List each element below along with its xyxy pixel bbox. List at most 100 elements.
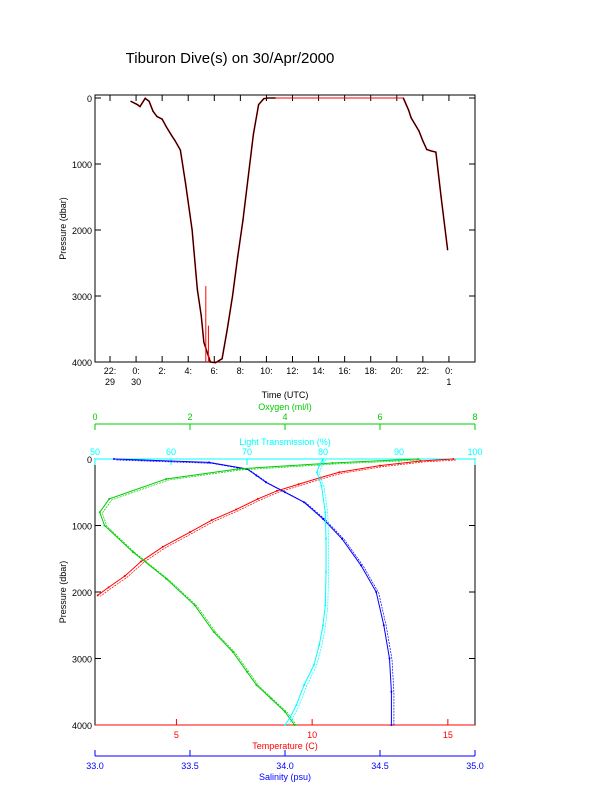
profile-point bbox=[231, 650, 234, 653]
profile-point bbox=[315, 471, 318, 474]
axis-title: Salinity (psu) bbox=[259, 772, 311, 782]
dive-point bbox=[161, 118, 163, 120]
axis-tick-label: 33.5 bbox=[181, 761, 199, 771]
dive-point bbox=[414, 123, 416, 125]
profile-point bbox=[123, 575, 126, 578]
profile-point bbox=[208, 461, 210, 464]
axis-tick-label: 6 bbox=[377, 412, 382, 422]
profile-point bbox=[318, 644, 321, 647]
y-axis-label: Pressure (dbar) bbox=[58, 197, 68, 260]
y-tick-label: 2000 bbox=[72, 226, 92, 236]
dive-point bbox=[152, 110, 154, 112]
axis-tick-label: 60 bbox=[166, 447, 176, 457]
profile-point bbox=[98, 511, 101, 514]
y-tick-label: 0 bbox=[87, 455, 92, 465]
dive-point bbox=[203, 341, 205, 343]
profile-point bbox=[246, 670, 248, 673]
axis-tick-label: 4 bbox=[282, 412, 287, 422]
x-tick-sublabel: 1 bbox=[446, 377, 451, 387]
y-tick-label: 1000 bbox=[72, 160, 92, 170]
profile-point bbox=[452, 458, 455, 460]
profile-point bbox=[284, 491, 286, 494]
profile-point bbox=[210, 519, 213, 522]
profile-point bbox=[390, 724, 393, 726]
profile-point bbox=[331, 461, 334, 464]
dive-point bbox=[410, 117, 412, 119]
dive-point bbox=[214, 362, 217, 364]
x-tick-label: 10: bbox=[260, 366, 273, 376]
dive-point bbox=[209, 361, 211, 363]
y-tick-label: 3000 bbox=[72, 655, 92, 665]
profile-line bbox=[97, 458, 454, 596]
x-tick-label: 20: bbox=[391, 366, 404, 376]
x-tick-label: 8: bbox=[237, 366, 245, 376]
profile-point bbox=[417, 458, 419, 460]
dive-point bbox=[191, 229, 193, 231]
chart-title: Tiburon Dive(s) on 30/Apr/2000 bbox=[125, 50, 335, 67]
dive-point bbox=[196, 288, 198, 290]
axis-tick-label: 8 bbox=[472, 412, 477, 422]
axis-tick-label: 34.5 bbox=[371, 761, 389, 771]
y-tick-label: 4000 bbox=[72, 721, 92, 731]
dive-point bbox=[430, 150, 432, 152]
x-tick-label: 18: bbox=[364, 366, 377, 376]
x-tick-label: 6: bbox=[211, 366, 219, 376]
y-tick-label: 2000 bbox=[72, 588, 92, 598]
axis-tick-label: 70 bbox=[242, 447, 252, 457]
profile-line-secondary bbox=[101, 459, 421, 727]
axis-title: Temperature (C) bbox=[252, 741, 318, 751]
y-tick-label: 3000 bbox=[72, 292, 92, 302]
x-tick-label: 4: bbox=[184, 366, 192, 376]
dive-point bbox=[221, 358, 223, 360]
profile-point bbox=[338, 471, 341, 474]
profile-point bbox=[165, 577, 168, 580]
profile-point bbox=[284, 724, 286, 726]
profile-point bbox=[96, 594, 99, 597]
profile-point bbox=[312, 664, 315, 667]
profile-line-secondary bbox=[100, 459, 456, 597]
dive-point bbox=[179, 149, 181, 151]
profile-point bbox=[390, 690, 393, 693]
dive-point bbox=[407, 109, 410, 111]
axis-tick-label: 0 bbox=[92, 412, 97, 422]
profile-point bbox=[140, 560, 143, 563]
axis-tick-label: 2 bbox=[187, 412, 192, 422]
dive-point bbox=[447, 249, 449, 251]
profile-point bbox=[375, 591, 378, 593]
profile-point bbox=[293, 724, 296, 726]
profile-point bbox=[295, 704, 298, 707]
axis-tick-label: 5 bbox=[174, 730, 179, 740]
profile-line bbox=[284, 458, 327, 726]
dive-point bbox=[426, 148, 428, 151]
axis-tick-label: 50 bbox=[90, 447, 100, 457]
profile-point bbox=[325, 537, 328, 540]
profile-point bbox=[275, 489, 278, 492]
x-tick-label: 2: bbox=[158, 366, 166, 376]
profile-point bbox=[322, 458, 324, 460]
dive-point bbox=[200, 315, 202, 317]
profile-point bbox=[255, 684, 258, 687]
axis-tick-label: 100 bbox=[467, 447, 482, 457]
dive-point bbox=[136, 104, 138, 106]
axis-tick-label: 80 bbox=[318, 447, 328, 457]
profile-point bbox=[324, 604, 327, 607]
profile-point bbox=[269, 697, 272, 700]
dive-point bbox=[174, 140, 176, 142]
profile-point bbox=[212, 630, 215, 633]
dive-point bbox=[252, 133, 254, 135]
plot-frame bbox=[94, 458, 476, 726]
profile-point bbox=[265, 481, 267, 484]
x-tick-label: 22: bbox=[417, 366, 430, 376]
x-tick-label: 0: bbox=[132, 366, 140, 376]
profile-point bbox=[322, 624, 324, 627]
dive-point bbox=[148, 100, 150, 102]
profile-point bbox=[382, 624, 385, 627]
dive-point bbox=[242, 219, 244, 221]
axis-tick-label: 90 bbox=[394, 447, 404, 457]
dive-point bbox=[440, 196, 442, 198]
profile-point bbox=[303, 501, 305, 504]
profile-point bbox=[256, 497, 259, 500]
profile-point bbox=[324, 511, 327, 514]
profile-point bbox=[388, 657, 391, 660]
